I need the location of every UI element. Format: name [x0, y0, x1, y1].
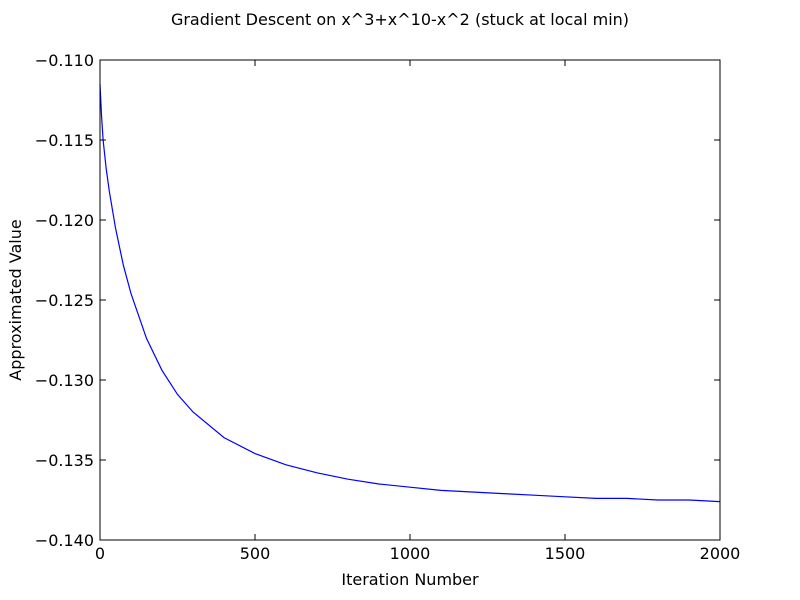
y-tick-label: −0.135: [35, 451, 94, 470]
y-axis-label: Approximated Value: [6, 219, 25, 380]
plot-area: 0 500 1000 1500 2000 −0.110 −0.115 −0.120 −0.125…: [35, 51, 741, 563]
x-tick-label: 2000: [700, 544, 741, 563]
y-tick-label: −0.140: [35, 531, 94, 550]
y-tick-label: −0.115: [35, 131, 94, 150]
y-tick-label: −0.125: [35, 291, 94, 310]
chart-title: Gradient Descent on x^3+x^10-x^2 (stuck …: [171, 10, 629, 29]
x-tick-label: 0: [95, 544, 105, 563]
x-tick-label: 1000: [390, 544, 431, 563]
y-tick-label: −0.130: [35, 371, 94, 390]
x-tick-label: 1500: [545, 544, 586, 563]
x-tick-label: 500: [240, 544, 271, 563]
y-tick-label: −0.110: [35, 51, 94, 70]
y-tick-label: −0.120: [35, 211, 94, 230]
plot-frame: [99, 59, 721, 541]
series-line-0: [99, 83, 721, 503]
x-axis-label: Iteration Number: [341, 570, 479, 589]
